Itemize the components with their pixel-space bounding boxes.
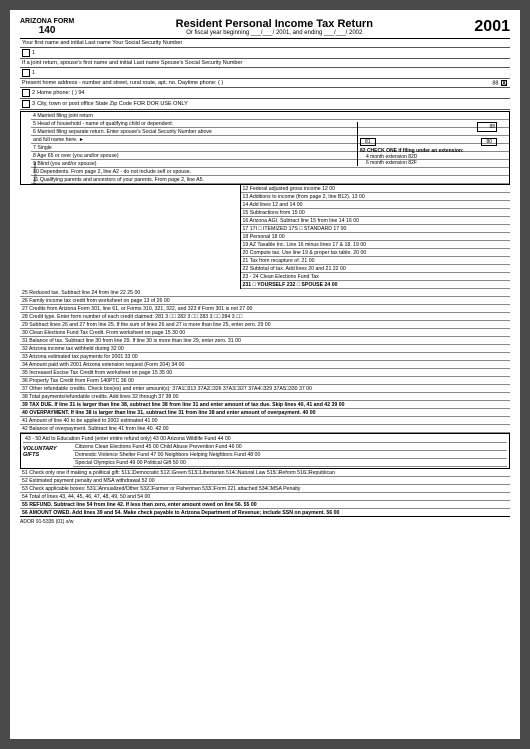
line-40: 40 OVERPAYMENT. If line 38 is larger tha… <box>20 409 510 417</box>
voluntary-label: VOLUNTARY GIFTS <box>23 443 73 467</box>
filing-4[interactable]: 4 Married filing joint return <box>31 112 509 120</box>
line-22: 22 Subtotal of tax. Add lines 20 and 21 … <box>241 265 511 273</box>
spouse-row: If a joint return, spouse's first name a… <box>20 59 510 68</box>
spouse-label: If a joint return, spouse's first name a… <box>22 60 242 66</box>
header-left: ARIZONA FORM 140 <box>20 18 74 36</box>
line-20: 20 Compute tax. Use line 19 & proper tax… <box>241 249 511 257</box>
box-1[interactable] <box>22 49 30 57</box>
form-header: ARIZONA FORM 140 Resident Personal Incom… <box>20 18 510 39</box>
line-17: 17 17I □ ITEMIZED 17S □ STANDARD 17 00 <box>241 225 511 233</box>
filing-10: 10 Dependents. From page 2, line A2 - do… <box>31 168 509 176</box>
box-1b[interactable] <box>22 69 30 77</box>
ext-88: 88 <box>477 122 497 132</box>
ext-80: 80 <box>481 138 497 146</box>
tax-form-page: ARIZONA FORM 140 Resident Personal Incom… <box>10 10 520 739</box>
line-28: 28 Credit type. Enter form number of eac… <box>20 313 510 321</box>
line-23: 23 - 24 Clean Elections Fund Tax <box>241 273 511 281</box>
voluntary-gifts-block: 43 - 50 Aid to Education Fund (enter ent… <box>20 433 510 469</box>
line-32: 32 Arizona income tax withheld during 32… <box>20 345 510 353</box>
line-45: Domestic Violence Shelter Fund 47 00 Nei… <box>73 451 507 459</box>
line-16: 16 Arizona AGI. Subtract line 15 from li… <box>241 217 511 225</box>
line-53: 53 Check applicable boxes: 531□Annualize… <box>20 485 510 493</box>
line-38: 38 Total payments/refundable credits. Ad… <box>20 393 510 401</box>
line-29: 29 Subtract lines 26 and 27 from line 25… <box>20 321 510 329</box>
homephone-label: Home phone: ( ) 94 <box>37 90 84 96</box>
extension-block: 88 81 80 82 CHECK ONE if filing under an… <box>357 122 497 166</box>
line-52: 52 Estimated payment penalty and MSA wit… <box>20 477 510 485</box>
line-30: 30 Clean Elections Fund Tax Credit. From… <box>20 329 510 337</box>
city-label: City, town or post office State Zip Code… <box>37 101 188 107</box>
tax-year: 2001 <box>474 18 510 36</box>
line-46: Special Olympics Fund 49 00 Political Gi… <box>73 459 507 467</box>
box-88[interactable]: X <box>501 80 507 86</box>
line-33: 33 Arizona estimated tax payments for 20… <box>20 353 510 361</box>
line-12: 12 Federal adjusted gross income 12 00 <box>241 185 511 193</box>
line-41: 41 Amount of line 40 to be applied to 20… <box>20 417 510 425</box>
box-2[interactable] <box>22 89 30 97</box>
line-56: 56 AMOUNT OWED. Add lines 39 and 54. Mak… <box>20 509 510 517</box>
header-center: Resident Personal Income Tax Return Or f… <box>74 18 474 36</box>
box-3[interactable] <box>22 100 30 108</box>
address-row: Present home address - number and street… <box>20 79 510 88</box>
line-35: 35 Increased Excise Tax Credit from work… <box>20 369 510 377</box>
line-34: 34 Amount paid with 2001 Arizona extensi… <box>20 361 510 369</box>
box1-row: 1 <box>20 48 510 59</box>
line-31: 31 Balance of tax. Subtract line 30 from… <box>20 337 510 345</box>
line-19: 19 AZ Taxable Inc. Line 16 minus lines 1… <box>241 241 511 249</box>
line-13: 13 Additions to income (from page 2, lin… <box>241 193 511 201</box>
name-ssn-row: Your first name and initial Last name Yo… <box>20 39 510 48</box>
form-number: 140 <box>20 25 74 36</box>
filing-status-sidelabel: Filing Status <box>32 162 37 184</box>
state-label: ARIZONA FORM <box>20 18 74 25</box>
line-18: 18 Personal 18 00 <box>241 233 511 241</box>
line-27: 27 Credits from Arizona Form 301, line 6… <box>20 305 510 313</box>
box1b-row: 1 <box>20 68 510 79</box>
line-14: 14 Add lines 12 and 14 00 <box>241 201 511 209</box>
line-26: 26 Family income tax credit from workshe… <box>20 297 510 305</box>
line-23b: 231 □ YOURSELF 232 □ SPOUSE 24 00 <box>241 281 511 289</box>
form-title: Resident Personal Income Tax Return <box>74 18 474 30</box>
line-21: 21 Tax from recapture of. 21 00 <box>241 257 511 265</box>
ext-6mo[interactable]: 6 month extension 82F <box>360 160 497 166</box>
line-25: 25 Reduced tax. Subtract line 24 from li… <box>20 289 510 297</box>
line-39: 39 TAX DUE. If line 31 is larger than li… <box>20 401 510 409</box>
filing-11: 11 Qualifying parents and ancestors of y… <box>31 176 509 184</box>
homephone-row: 2 Home phone: ( ) 94 <box>20 88 510 99</box>
income-block: 12 Federal adjusted gross income 12 00 1… <box>20 185 510 289</box>
line-37: 37 Other refundable credits. Check box(e… <box>20 385 510 393</box>
fiscal-year-line: Or fiscal year beginning ___/___/ 2001, … <box>74 30 474 36</box>
filing-status-block: Filing Status 4 Married filing joint ret… <box>20 111 510 185</box>
address-label: Present home address - number and street… <box>22 80 223 86</box>
line-54: 54 Total of lines 43, 44, 45, 46, 47, 48… <box>20 493 510 501</box>
city-row: 3 City, town or post office State Zip Co… <box>20 99 510 110</box>
name-ssn-label: Your first name and initial Last name Yo… <box>22 40 182 46</box>
line-36: 36 Property Tax Credit from Form 140PTC … <box>20 377 510 385</box>
line-44: Citizens Clean Elections Fund 45 00 Chil… <box>73 443 507 451</box>
line-43: 43 - 50 Aid to Education Fund (enter ent… <box>23 435 507 443</box>
line-42: 42 Balance of overpayment. Subtract line… <box>20 425 510 433</box>
line-15: 15 Subtractions from 15 00 <box>241 209 511 217</box>
form-footer: ADOR 91-5335 (01) s/w <box>20 519 510 525</box>
ext-81: 81 <box>360 138 376 146</box>
line-55: 55 REFUND. Subtract line 54 from line 42… <box>20 501 510 509</box>
line-51: 51 Check only one if making a political … <box>20 469 510 477</box>
